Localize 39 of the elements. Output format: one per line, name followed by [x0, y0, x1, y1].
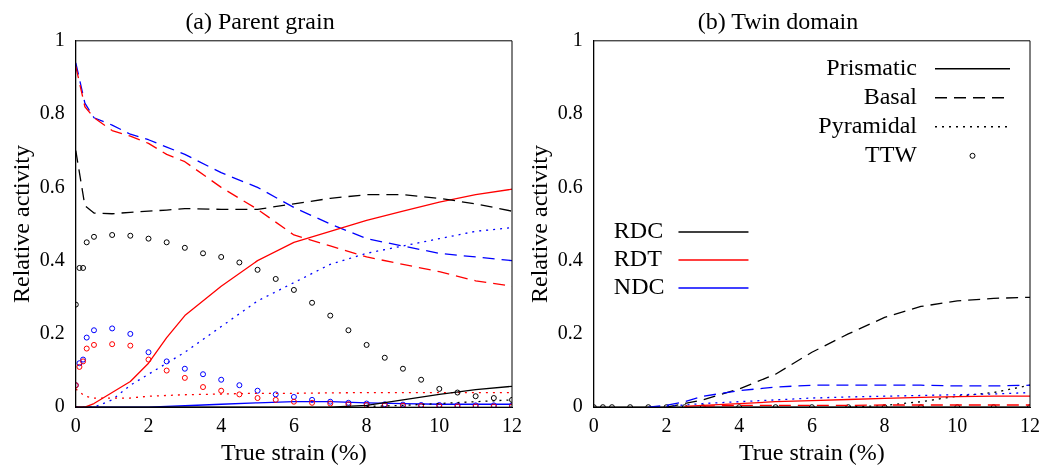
annotation: NDC [613, 273, 665, 300]
x-tick-label: 6 [806, 414, 817, 437]
legend-label: Prismatic [826, 54, 917, 81]
x-tick-label: 2 [143, 414, 154, 437]
x-tick-label: 12 [502, 414, 522, 437]
y-tick-label: 0.8 [39, 101, 65, 124]
x-tick-label: 4 [216, 414, 227, 437]
x-axis-title: True strain (%) [221, 438, 367, 465]
y-axis-title: Relative activity [7, 145, 34, 303]
y-tick-label: 0.2 [39, 321, 65, 344]
x-tick-label: 8 [361, 414, 372, 437]
y-axis-title: Relative activity [525, 145, 552, 303]
annotation: RDC [613, 217, 664, 244]
y-tick-label: 0.8 [557, 101, 583, 124]
y-tick-label: 0.4 [557, 247, 583, 270]
chart-title: (a) Parent grain [185, 7, 335, 34]
y-tick-label: 0 [54, 394, 65, 417]
x-tick-label: 8 [879, 414, 890, 437]
legend-label: Basal [863, 83, 918, 110]
y-tick-label: 0.6 [39, 174, 65, 197]
y-tick-label: 0.6 [557, 174, 583, 197]
y-tick-label: 0.2 [557, 321, 583, 344]
y-tick-label: 0 [572, 394, 583, 417]
x-tick-label: 12 [1020, 414, 1040, 437]
y-tick-label: 0.4 [39, 247, 65, 270]
y-tick-label: 1 [54, 28, 65, 51]
x-tick-label: 4 [734, 414, 745, 437]
x-tick-label: 0 [588, 414, 599, 437]
x-tick-label: 0 [70, 414, 81, 437]
legend-label: Pyramidal [818, 112, 918, 139]
chart-title: (b) Twin domain [697, 7, 859, 34]
x-tick-label: 6 [288, 414, 299, 437]
x-tick-label: 10 [429, 414, 450, 437]
x-tick-label: 10 [947, 414, 968, 437]
x-tick-label: 2 [661, 414, 672, 437]
x-axis-title: True strain (%) [739, 438, 885, 465]
y-tick-label: 1 [572, 28, 583, 51]
annotation: RDT [613, 245, 663, 272]
legend-label: TTW [865, 141, 918, 168]
